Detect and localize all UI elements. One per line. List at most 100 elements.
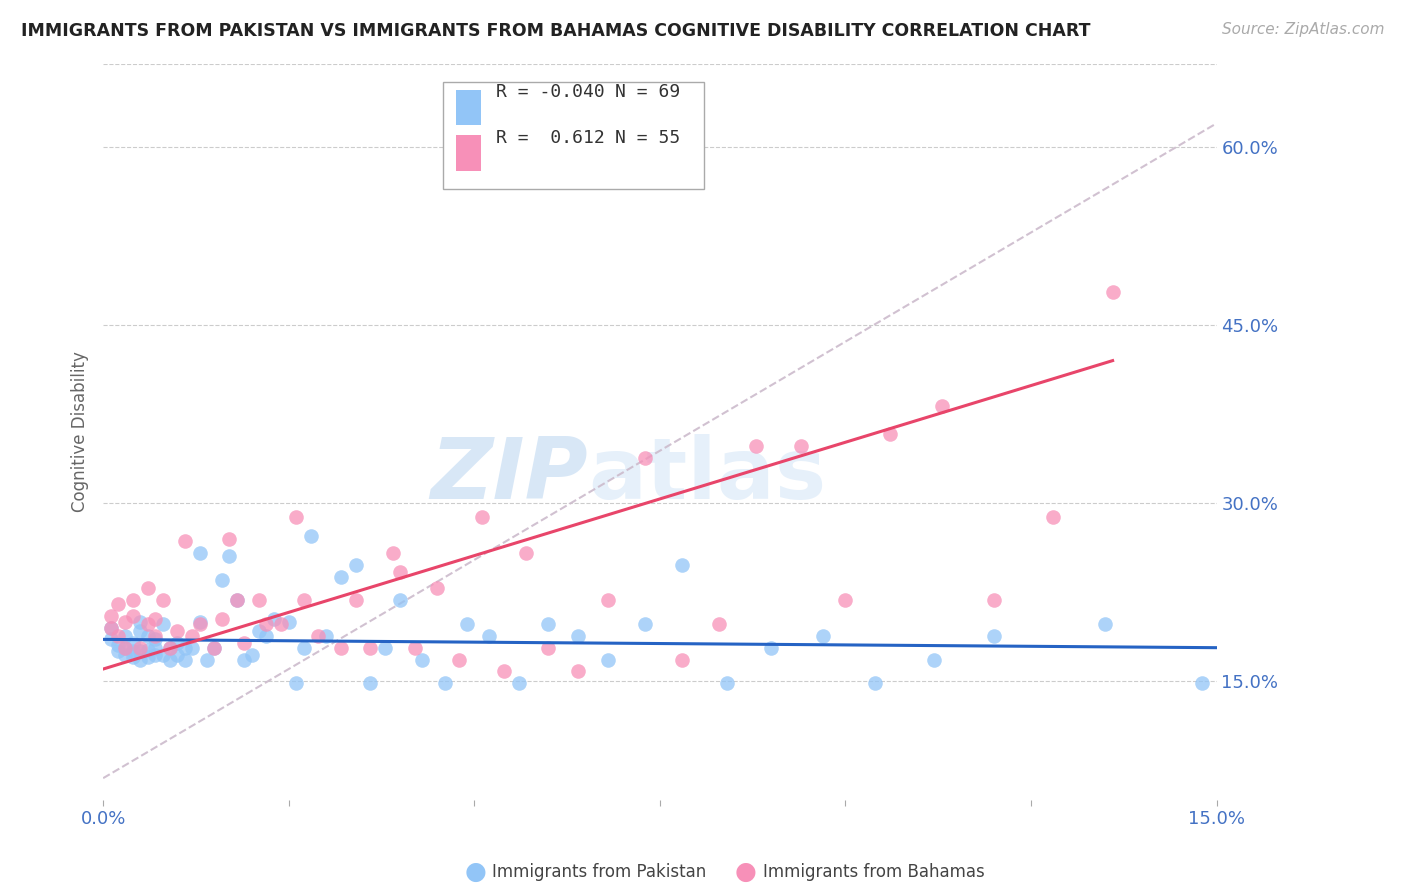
Point bbox=[983, 629, 1005, 643]
Point bbox=[173, 533, 195, 548]
Point bbox=[1101, 285, 1123, 299]
Point bbox=[129, 615, 152, 629]
Point bbox=[634, 617, 657, 632]
Point bbox=[537, 640, 560, 655]
Point bbox=[152, 593, 174, 607]
Point bbox=[143, 640, 166, 655]
Point bbox=[100, 620, 122, 634]
Point bbox=[129, 644, 152, 658]
Y-axis label: Cognitive Disability: Cognitive Disability bbox=[72, 351, 89, 512]
Text: IMMIGRANTS FROM PAKISTAN VS IMMIGRANTS FROM BAHAMAS COGNITIVE DISABILITY CORRELA: IMMIGRANTS FROM PAKISTAN VS IMMIGRANTS F… bbox=[21, 22, 1091, 40]
Point bbox=[114, 629, 136, 643]
Text: ●: ● bbox=[734, 861, 756, 884]
Point bbox=[709, 617, 731, 632]
Point bbox=[671, 558, 693, 572]
Point bbox=[143, 629, 166, 643]
Point bbox=[107, 644, 129, 658]
Point bbox=[931, 399, 953, 413]
Point bbox=[114, 640, 136, 655]
Point bbox=[188, 615, 211, 629]
Point bbox=[389, 593, 412, 607]
Point bbox=[263, 612, 285, 626]
Point bbox=[114, 640, 136, 655]
Text: N = 69: N = 69 bbox=[616, 83, 681, 101]
Text: ●: ● bbox=[464, 861, 486, 884]
Point bbox=[596, 652, 619, 666]
Point bbox=[181, 640, 204, 655]
Point bbox=[136, 617, 159, 632]
Point bbox=[759, 640, 782, 655]
Text: N = 55: N = 55 bbox=[616, 128, 681, 147]
Point bbox=[173, 640, 195, 655]
Point bbox=[129, 624, 152, 638]
Point bbox=[299, 529, 322, 543]
Point bbox=[121, 593, 143, 607]
Point bbox=[233, 652, 256, 666]
Point bbox=[1191, 676, 1213, 690]
Point bbox=[270, 617, 292, 632]
Point bbox=[254, 629, 277, 643]
Point bbox=[471, 510, 494, 524]
Point bbox=[344, 558, 367, 572]
Point bbox=[1042, 510, 1064, 524]
Point bbox=[329, 640, 352, 655]
Point bbox=[166, 624, 188, 638]
Point bbox=[879, 427, 901, 442]
Point bbox=[389, 565, 412, 579]
Point bbox=[433, 676, 456, 690]
Point bbox=[834, 593, 856, 607]
Point bbox=[292, 640, 315, 655]
Text: Source: ZipAtlas.com: Source: ZipAtlas.com bbox=[1222, 22, 1385, 37]
Point bbox=[537, 617, 560, 632]
Point bbox=[181, 629, 204, 643]
Point bbox=[329, 569, 352, 583]
Point bbox=[100, 608, 122, 623]
Text: atlas: atlas bbox=[589, 434, 827, 517]
Point bbox=[152, 617, 174, 632]
Point bbox=[492, 665, 515, 679]
Point bbox=[143, 612, 166, 626]
Point bbox=[143, 648, 166, 662]
Point bbox=[100, 620, 122, 634]
Point bbox=[136, 643, 159, 657]
Point bbox=[240, 648, 263, 662]
Point bbox=[159, 640, 181, 655]
Point bbox=[254, 617, 277, 632]
Point bbox=[121, 608, 143, 623]
Point bbox=[218, 549, 240, 564]
Point bbox=[983, 593, 1005, 607]
Point bbox=[136, 629, 159, 643]
Point bbox=[515, 546, 537, 560]
Point bbox=[426, 582, 449, 596]
Point bbox=[218, 532, 240, 546]
Point bbox=[188, 617, 211, 632]
Point bbox=[233, 636, 256, 650]
FancyBboxPatch shape bbox=[456, 136, 481, 170]
Point bbox=[211, 573, 233, 587]
Point bbox=[225, 593, 247, 607]
Point bbox=[152, 648, 174, 662]
Point bbox=[277, 615, 299, 629]
Point bbox=[285, 510, 308, 524]
Point bbox=[225, 593, 247, 607]
Point bbox=[508, 676, 530, 690]
Point bbox=[114, 648, 136, 662]
Point bbox=[374, 640, 396, 655]
Point bbox=[159, 652, 181, 666]
Point bbox=[204, 640, 226, 655]
Point bbox=[121, 650, 143, 665]
Point bbox=[173, 652, 195, 666]
Point bbox=[195, 652, 218, 666]
Point bbox=[449, 652, 471, 666]
Point bbox=[121, 636, 143, 650]
FancyBboxPatch shape bbox=[443, 82, 704, 189]
Point bbox=[1094, 617, 1116, 632]
Point bbox=[359, 640, 381, 655]
Point bbox=[121, 644, 143, 658]
Point bbox=[456, 617, 478, 632]
Point bbox=[292, 593, 315, 607]
Point bbox=[716, 676, 738, 690]
Point bbox=[247, 593, 270, 607]
Text: ZIP: ZIP bbox=[430, 434, 588, 517]
Point bbox=[404, 640, 426, 655]
